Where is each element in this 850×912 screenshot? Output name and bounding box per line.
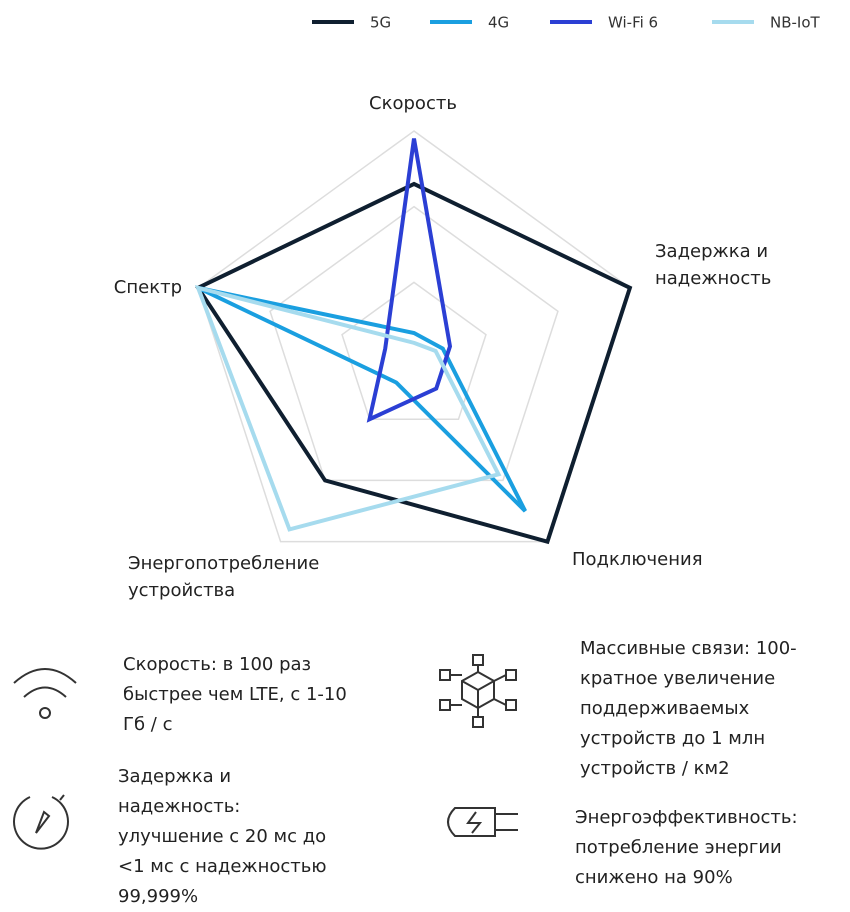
legend-label: Wi-Fi 6 <box>608 14 658 32</box>
feature-line: устройств до 1 млн <box>580 728 766 749</box>
feature-line: <1 мс с надежностью <box>118 856 327 877</box>
chart: 5G 4G Wi-Fi 6 NB-IoT <box>194 14 821 545</box>
network-icon <box>439 654 517 728</box>
legend-label: 4G <box>488 14 509 32</box>
feature-line: снижено на 90% <box>575 867 733 888</box>
plug-icon <box>447 807 518 837</box>
feature: Массивные связи: 100- кратное увеличение п… <box>580 634 797 784</box>
gauge-icon <box>13 794 69 850</box>
axis-label: Задержка и надежность <box>655 241 772 289</box>
feature-line: быстрее чем LTE, с 1-10 <box>123 684 347 705</box>
feature-line: Гб / с <box>123 714 173 735</box>
axis-label: Скорость <box>369 93 457 114</box>
feature-line: улучшение с 20 мс до <box>118 826 327 847</box>
grid-ring <box>197 130 631 543</box>
feature: Энергоэффективность: потребление энергии с… <box>575 803 798 893</box>
axis-label: Подключения <box>572 549 703 570</box>
feature-line: кратное увеличение <box>580 668 776 689</box>
feature-line: устройств / км2 <box>580 758 730 779</box>
feature-line: надежность: <box>118 796 241 817</box>
wifi-icon <box>13 668 77 719</box>
feature-line: поддерживаемых <box>580 698 750 719</box>
feature-line: Скорость: в 100 раз <box>123 654 312 675</box>
feature-line: Задержка и <box>118 766 232 787</box>
feature-line: 99,999% <box>118 886 199 907</box>
legend-label: NB-IoT <box>770 14 821 32</box>
series-line <box>366 138 453 423</box>
feature-line: Массивные связи: 100- <box>580 638 797 659</box>
feature: Задержка и надежность: улучшение с 20 мс д… <box>118 762 327 912</box>
legend-label: 5G <box>370 14 391 32</box>
feature-line: Энергоэффективность: <box>575 807 798 828</box>
axis-label: Спектр <box>113 277 182 298</box>
series-line <box>194 284 502 532</box>
feature-line: потребление энергии <box>575 837 782 858</box>
feature: Скорость: в 100 раз быстрее чем LTE, с 1-… <box>123 650 347 740</box>
grid-ring <box>269 205 559 482</box>
series-line <box>195 181 633 545</box>
axis-label: Энергопотребление устройства <box>128 553 320 601</box>
